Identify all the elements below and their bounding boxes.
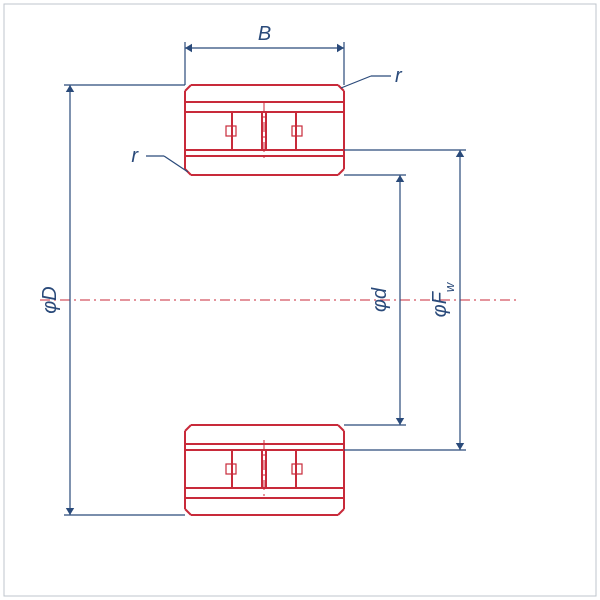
svg-text:φd: φd [369,287,391,312]
svg-text:r: r [131,145,139,167]
svg-text:B: B [258,23,271,45]
bearing-drawing: Br r φD φd φFw [0,0,600,600]
svg-text:φD: φD [39,286,61,314]
svg-text:φFw: φFw [429,281,457,317]
svg-text:r: r [395,65,403,87]
